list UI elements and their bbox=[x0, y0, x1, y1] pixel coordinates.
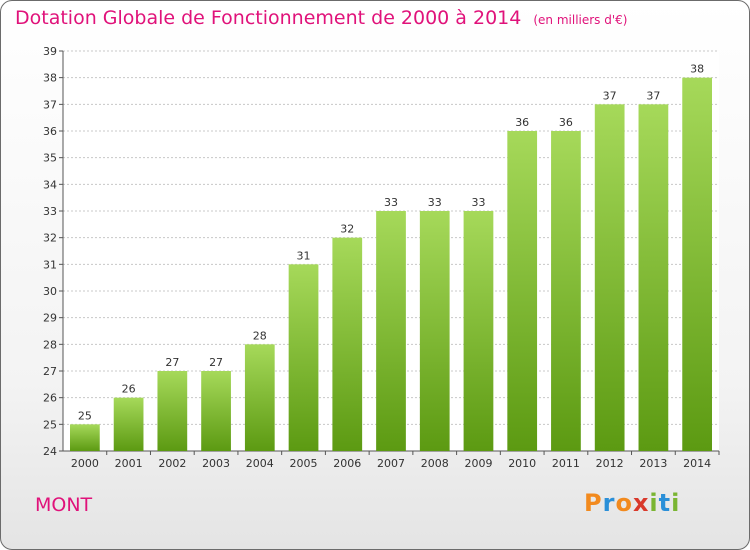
bar bbox=[201, 371, 231, 451]
brand-letter: x bbox=[632, 489, 650, 517]
commune-name: MONT bbox=[35, 494, 93, 516]
y-tick-label: 31 bbox=[43, 258, 57, 271]
bar-value-label: 33 bbox=[384, 196, 398, 209]
x-tick-label: 2014 bbox=[683, 457, 711, 470]
bar bbox=[638, 104, 669, 451]
y-tick-label: 30 bbox=[43, 285, 57, 298]
brand-letter: o bbox=[615, 489, 633, 517]
x-tick-label: 2006 bbox=[333, 457, 361, 470]
bar-value-label: 31 bbox=[297, 249, 311, 262]
brand-letter: t bbox=[658, 489, 672, 517]
y-tick-label: 33 bbox=[43, 205, 57, 218]
bar-value-label: 33 bbox=[428, 196, 442, 209]
x-tick-label: 2010 bbox=[508, 457, 536, 470]
bar bbox=[376, 211, 406, 451]
bar-value-label: 27 bbox=[165, 356, 179, 369]
x-tick-label: 2011 bbox=[552, 457, 580, 470]
bar-value-label: 36 bbox=[559, 116, 573, 129]
y-tick-label: 27 bbox=[43, 365, 57, 378]
bar-value-label: 38 bbox=[690, 63, 704, 76]
y-tick-label: 35 bbox=[43, 152, 57, 165]
bar-value-label: 33 bbox=[471, 196, 485, 209]
bar-value-label: 32 bbox=[340, 223, 354, 236]
y-tick-label: 36 bbox=[43, 125, 57, 138]
bar bbox=[288, 264, 319, 451]
y-tick-label: 26 bbox=[43, 392, 57, 405]
x-tick-label: 2003 bbox=[202, 457, 230, 470]
bar-value-label: 25 bbox=[78, 409, 92, 422]
chart-title-text: Dotation Globale de Fonctionnement de 20… bbox=[15, 7, 522, 29]
bar-value-label: 26 bbox=[122, 383, 136, 396]
x-tick-label: 2012 bbox=[596, 457, 624, 470]
x-tick-label: 2001 bbox=[115, 457, 143, 470]
y-tick-label: 29 bbox=[43, 312, 57, 325]
y-tick-label: 28 bbox=[43, 338, 57, 351]
bar bbox=[463, 211, 494, 451]
bar-value-label: 27 bbox=[209, 356, 223, 369]
x-tick-label: 2004 bbox=[246, 457, 274, 470]
bar bbox=[244, 344, 275, 451]
bar-value-label: 28 bbox=[253, 329, 267, 342]
bar bbox=[69, 424, 100, 451]
x-tick-label: 2005 bbox=[290, 457, 318, 470]
bar bbox=[113, 397, 144, 451]
bar bbox=[419, 211, 450, 451]
bar-value-label: 36 bbox=[515, 116, 529, 129]
brand-letter: r bbox=[602, 489, 616, 517]
x-tick-label: 2008 bbox=[421, 457, 449, 470]
y-tick-label: 32 bbox=[43, 232, 57, 245]
proxiti-logo[interactable]: Proxiti bbox=[584, 489, 680, 517]
x-tick-label: 2002 bbox=[158, 457, 186, 470]
x-tick-label: 2007 bbox=[377, 457, 405, 470]
y-tick-label: 25 bbox=[43, 418, 57, 431]
bar bbox=[682, 77, 713, 452]
bar-value-label: 37 bbox=[646, 89, 660, 102]
y-tick-label: 38 bbox=[43, 72, 57, 85]
bar bbox=[551, 131, 581, 451]
y-tick-label: 37 bbox=[43, 98, 57, 111]
x-tick-label: 2000 bbox=[71, 457, 99, 470]
x-tick-label: 2013 bbox=[639, 457, 667, 470]
x-tick-label: 2009 bbox=[464, 457, 492, 470]
bar bbox=[507, 131, 538, 451]
y-tick-label: 39 bbox=[43, 45, 57, 58]
bar bbox=[332, 237, 363, 451]
y-tick-label: 34 bbox=[43, 178, 57, 191]
bar-value-label: 37 bbox=[603, 89, 617, 102]
bar bbox=[157, 371, 188, 451]
chart-subtitle: (en milliers d'€) bbox=[533, 13, 628, 27]
y-tick-label: 24 bbox=[43, 445, 57, 458]
brand-letter: i bbox=[649, 489, 659, 517]
brand-letter: P bbox=[584, 489, 603, 517]
bar bbox=[594, 104, 625, 451]
chart-title: Dotation Globale de Fonctionnement de 20… bbox=[15, 7, 627, 29]
brand-letter: i bbox=[671, 489, 681, 517]
